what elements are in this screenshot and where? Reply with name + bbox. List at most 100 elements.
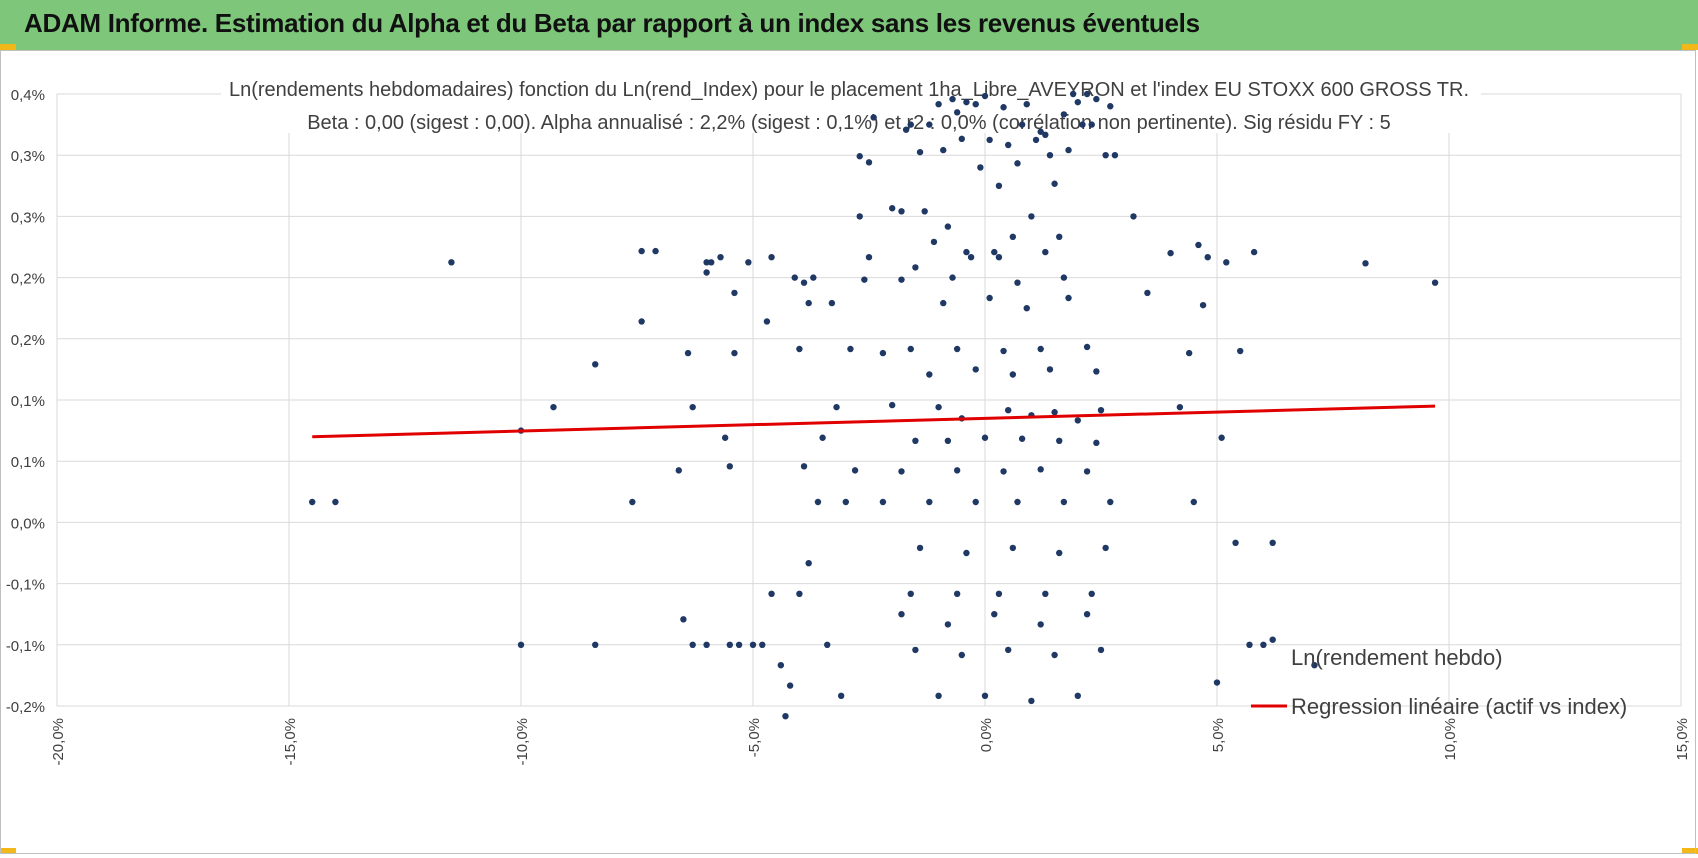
scatter-point (995, 254, 1003, 261)
scatter-point (1144, 289, 1151, 297)
scatter-point (1269, 636, 1276, 643)
scatter-point (1065, 146, 1072, 154)
y-tick-label: 0,2% (11, 271, 45, 288)
axes: -0,2% -0,1% -0,1% 0,0% 0,1% 0,1% 0,2% 0,2% 0,3% 0… (6, 87, 1691, 766)
scatter-point (703, 269, 710, 276)
scatter-point (684, 349, 692, 357)
x-tick-label: 15,0% (1674, 718, 1691, 761)
scatter-point (865, 254, 873, 261)
scatter-point (1037, 466, 1044, 473)
scatter-point (731, 349, 738, 357)
scatter-point (1204, 254, 1211, 261)
scatter-point (1023, 101, 1030, 108)
scatter-point (944, 223, 952, 230)
scatter-point (967, 254, 975, 261)
scatter-point (1028, 697, 1035, 705)
scatter-point (717, 254, 724, 261)
scatter-point (1014, 279, 1021, 286)
scatter-point (898, 611, 905, 618)
scatter-point (833, 403, 840, 411)
scatter-point (810, 274, 817, 281)
scatter-point (1032, 136, 1040, 144)
scatter-point (800, 279, 808, 286)
scatter-point (638, 247, 645, 255)
scatter-point (977, 164, 984, 171)
scatter-point (1083, 468, 1091, 475)
scatter-point (1199, 301, 1207, 309)
scatter-point (1130, 213, 1137, 220)
scatter-point (1069, 90, 1077, 98)
scatter-point (963, 549, 970, 557)
scatter-point (1051, 409, 1058, 416)
scatter-point (1065, 294, 1072, 302)
regression-line (312, 404, 1436, 439)
scatter-point (1111, 152, 1119, 159)
scatter-point (332, 498, 339, 506)
scatter-point (1232, 539, 1239, 546)
scatter-point (1051, 180, 1058, 187)
legend: Ln(rendement hebdo) Regression linéaire … (1251, 645, 1627, 719)
scatter-point (1250, 248, 1258, 256)
scatter-point (926, 498, 933, 506)
scatter-point (759, 641, 766, 648)
scatter-point (949, 95, 956, 103)
scatter-point (963, 248, 970, 256)
scatter-point (1042, 248, 1049, 256)
scatter-point (1005, 407, 1012, 414)
scatter-point (805, 299, 812, 307)
scatter-point (898, 276, 905, 283)
y-tick-label: 0,0% (11, 515, 45, 532)
scatter-point (768, 590, 775, 597)
scatter-point (958, 135, 965, 143)
scatter-point (726, 463, 733, 470)
scatter-point (991, 248, 998, 256)
scatter-point (991, 611, 998, 618)
scatter-point (1000, 104, 1007, 111)
scatter-point (856, 213, 863, 220)
x-tick-label: -5,0% (746, 718, 763, 757)
scatter-point (749, 641, 757, 648)
scatter-point (995, 182, 1003, 189)
scatter-point (912, 264, 919, 271)
scatter-point (907, 590, 914, 597)
scatter-point (517, 641, 525, 648)
y-tick-label: -0,1% (6, 638, 45, 655)
scatter-point (972, 366, 979, 373)
scatter-point (1018, 435, 1026, 442)
scatter-point (981, 434, 989, 441)
scatter-point (981, 692, 989, 699)
scatter-points (309, 90, 1439, 720)
scatter-point (856, 153, 863, 160)
scatter-point (861, 276, 868, 283)
scatter-point (689, 403, 696, 411)
report-title: ADAM Informe. Estimation du Alpha et du … (24, 8, 1200, 38)
y-tick-label: 0,1% (11, 454, 45, 471)
scatter-point (675, 467, 682, 474)
scatter-point (708, 259, 715, 266)
scatter-point (1042, 131, 1049, 138)
scatter-point (1311, 662, 1318, 669)
scatter-point (930, 238, 938, 246)
scatter-point (1195, 241, 1202, 249)
y-tick-label: 0,4% (11, 87, 45, 104)
scatter-point (995, 590, 1003, 597)
scatter-point (1014, 498, 1021, 506)
scatter-point (1060, 111, 1068, 118)
scatter-point (1102, 152, 1109, 159)
scatter-point (1037, 621, 1044, 628)
scatter-point (907, 345, 914, 353)
y-tick-label: -0,1% (6, 577, 45, 594)
scatter-point (721, 434, 729, 441)
scatter-point (1269, 539, 1276, 546)
scatter-point (592, 361, 599, 368)
scatter-point (889, 205, 896, 212)
scatter-point (1000, 468, 1007, 475)
scatter-point (1093, 368, 1100, 375)
scatter-point (958, 651, 965, 659)
scatter-point (865, 159, 873, 166)
scatter-point (689, 641, 696, 648)
scatter-point (777, 662, 785, 669)
scatter-point (972, 101, 979, 108)
scatter-point (916, 544, 924, 552)
scatter-point (986, 136, 993, 144)
